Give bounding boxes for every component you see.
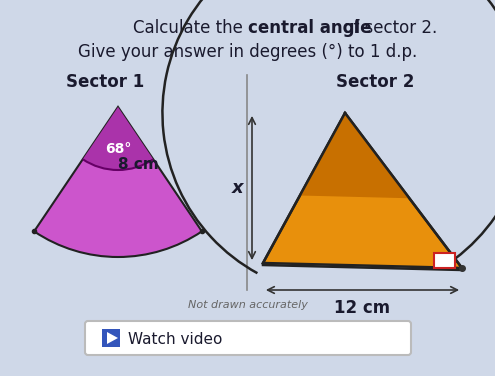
Text: 68°: 68° [105,142,131,156]
Text: 8 cm: 8 cm [118,157,158,172]
Wedge shape [34,107,202,257]
Text: x: x [232,179,244,197]
Polygon shape [300,113,409,198]
Polygon shape [263,113,462,268]
Text: Watch video: Watch video [128,332,222,347]
FancyBboxPatch shape [85,321,411,355]
Text: Not drawn accurately: Not drawn accurately [188,300,308,310]
Text: Sector 2: Sector 2 [336,73,414,91]
Text: Give your answer in degrees (°) to 1 d.p.: Give your answer in degrees (°) to 1 d.p… [78,43,418,61]
Text: Calculate the: Calculate the [133,19,248,37]
Bar [434,253,455,268]
Text: of sector 2.: of sector 2. [338,19,437,37]
Text: 12 cm: 12 cm [335,299,391,317]
Bar [102,329,120,347]
Text: central angle: central angle [248,19,372,37]
Wedge shape [83,107,153,170]
Polygon shape [107,332,118,344]
Text: Sector 1: Sector 1 [66,73,144,91]
